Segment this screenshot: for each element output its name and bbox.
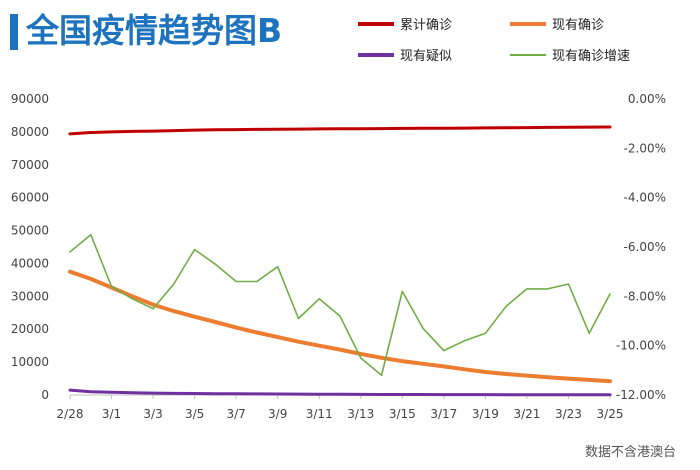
legend-label: 现有疑似 — [400, 48, 452, 64]
x-tick-label: 3/13 — [347, 407, 374, 421]
x-tick-label: 3/21 — [513, 407, 540, 421]
x-tick-label: 3/17 — [430, 407, 457, 421]
y-left-tick-label: 70000 — [11, 158, 49, 172]
y-left-tick-label: 30000 — [11, 289, 49, 303]
y-right-tick-label: -12.00% — [616, 388, 666, 402]
chart-title: 全国疫情趋势图B — [26, 11, 283, 50]
y-left-tick-label: 40000 — [11, 256, 49, 270]
tick-labels: 0 10000 20000 30000 40000 50000 60000 70000 8000… — [11, 92, 666, 421]
x-tick-label: 3/5 — [185, 407, 204, 421]
x-tick-label: 3/11 — [306, 407, 333, 421]
y-right-tick-label: -8.00% — [624, 289, 666, 303]
y-right-tick-label: -4.00% — [624, 191, 666, 205]
series-line — [69, 233, 611, 377]
y-left-tick-label: 80000 — [11, 125, 49, 139]
y-right-tick-label: -10.00% — [616, 339, 666, 353]
y-left-tick-label: 0 — [41, 388, 49, 402]
legend-label: 现有确诊 — [552, 18, 604, 33]
title-accent-bar — [10, 14, 18, 50]
x-tick-label: 3/15 — [389, 407, 416, 421]
series-line — [68, 125, 612, 136]
x-tick-label: 3/3 — [143, 407, 162, 421]
y-left-tick-label: 10000 — [11, 355, 49, 369]
x-tick-label: 3/23 — [555, 407, 582, 421]
x-tick-label: 2/28 — [57, 407, 84, 421]
x-tick-label: 3/25 — [597, 407, 624, 421]
source-note: 数据不含港澳台 — [584, 445, 676, 460]
x-tick-label: 3/9 — [268, 407, 287, 421]
series-layer — [68, 125, 612, 397]
y-right-tick-label: -2.00% — [624, 141, 666, 155]
series-line — [68, 388, 612, 397]
x-tick-label: 3/7 — [226, 407, 245, 421]
y-left-tick-label: 20000 — [11, 322, 49, 336]
series-line — [68, 269, 612, 384]
y-left-tick-label: 90000 — [11, 92, 49, 106]
legend-label: 现有确诊增速 — [552, 49, 630, 64]
y-right-tick-label: -6.00% — [624, 240, 666, 254]
y-left-tick-label: 50000 — [11, 224, 49, 238]
y-left-tick-label: 60000 — [11, 191, 49, 205]
y-right-tick-label: 0.00% — [628, 92, 666, 106]
x-tick-label: 3/19 — [472, 407, 499, 421]
legend-label: 累计确诊 — [400, 18, 452, 33]
x-tick-label: 3/1 — [102, 407, 121, 421]
